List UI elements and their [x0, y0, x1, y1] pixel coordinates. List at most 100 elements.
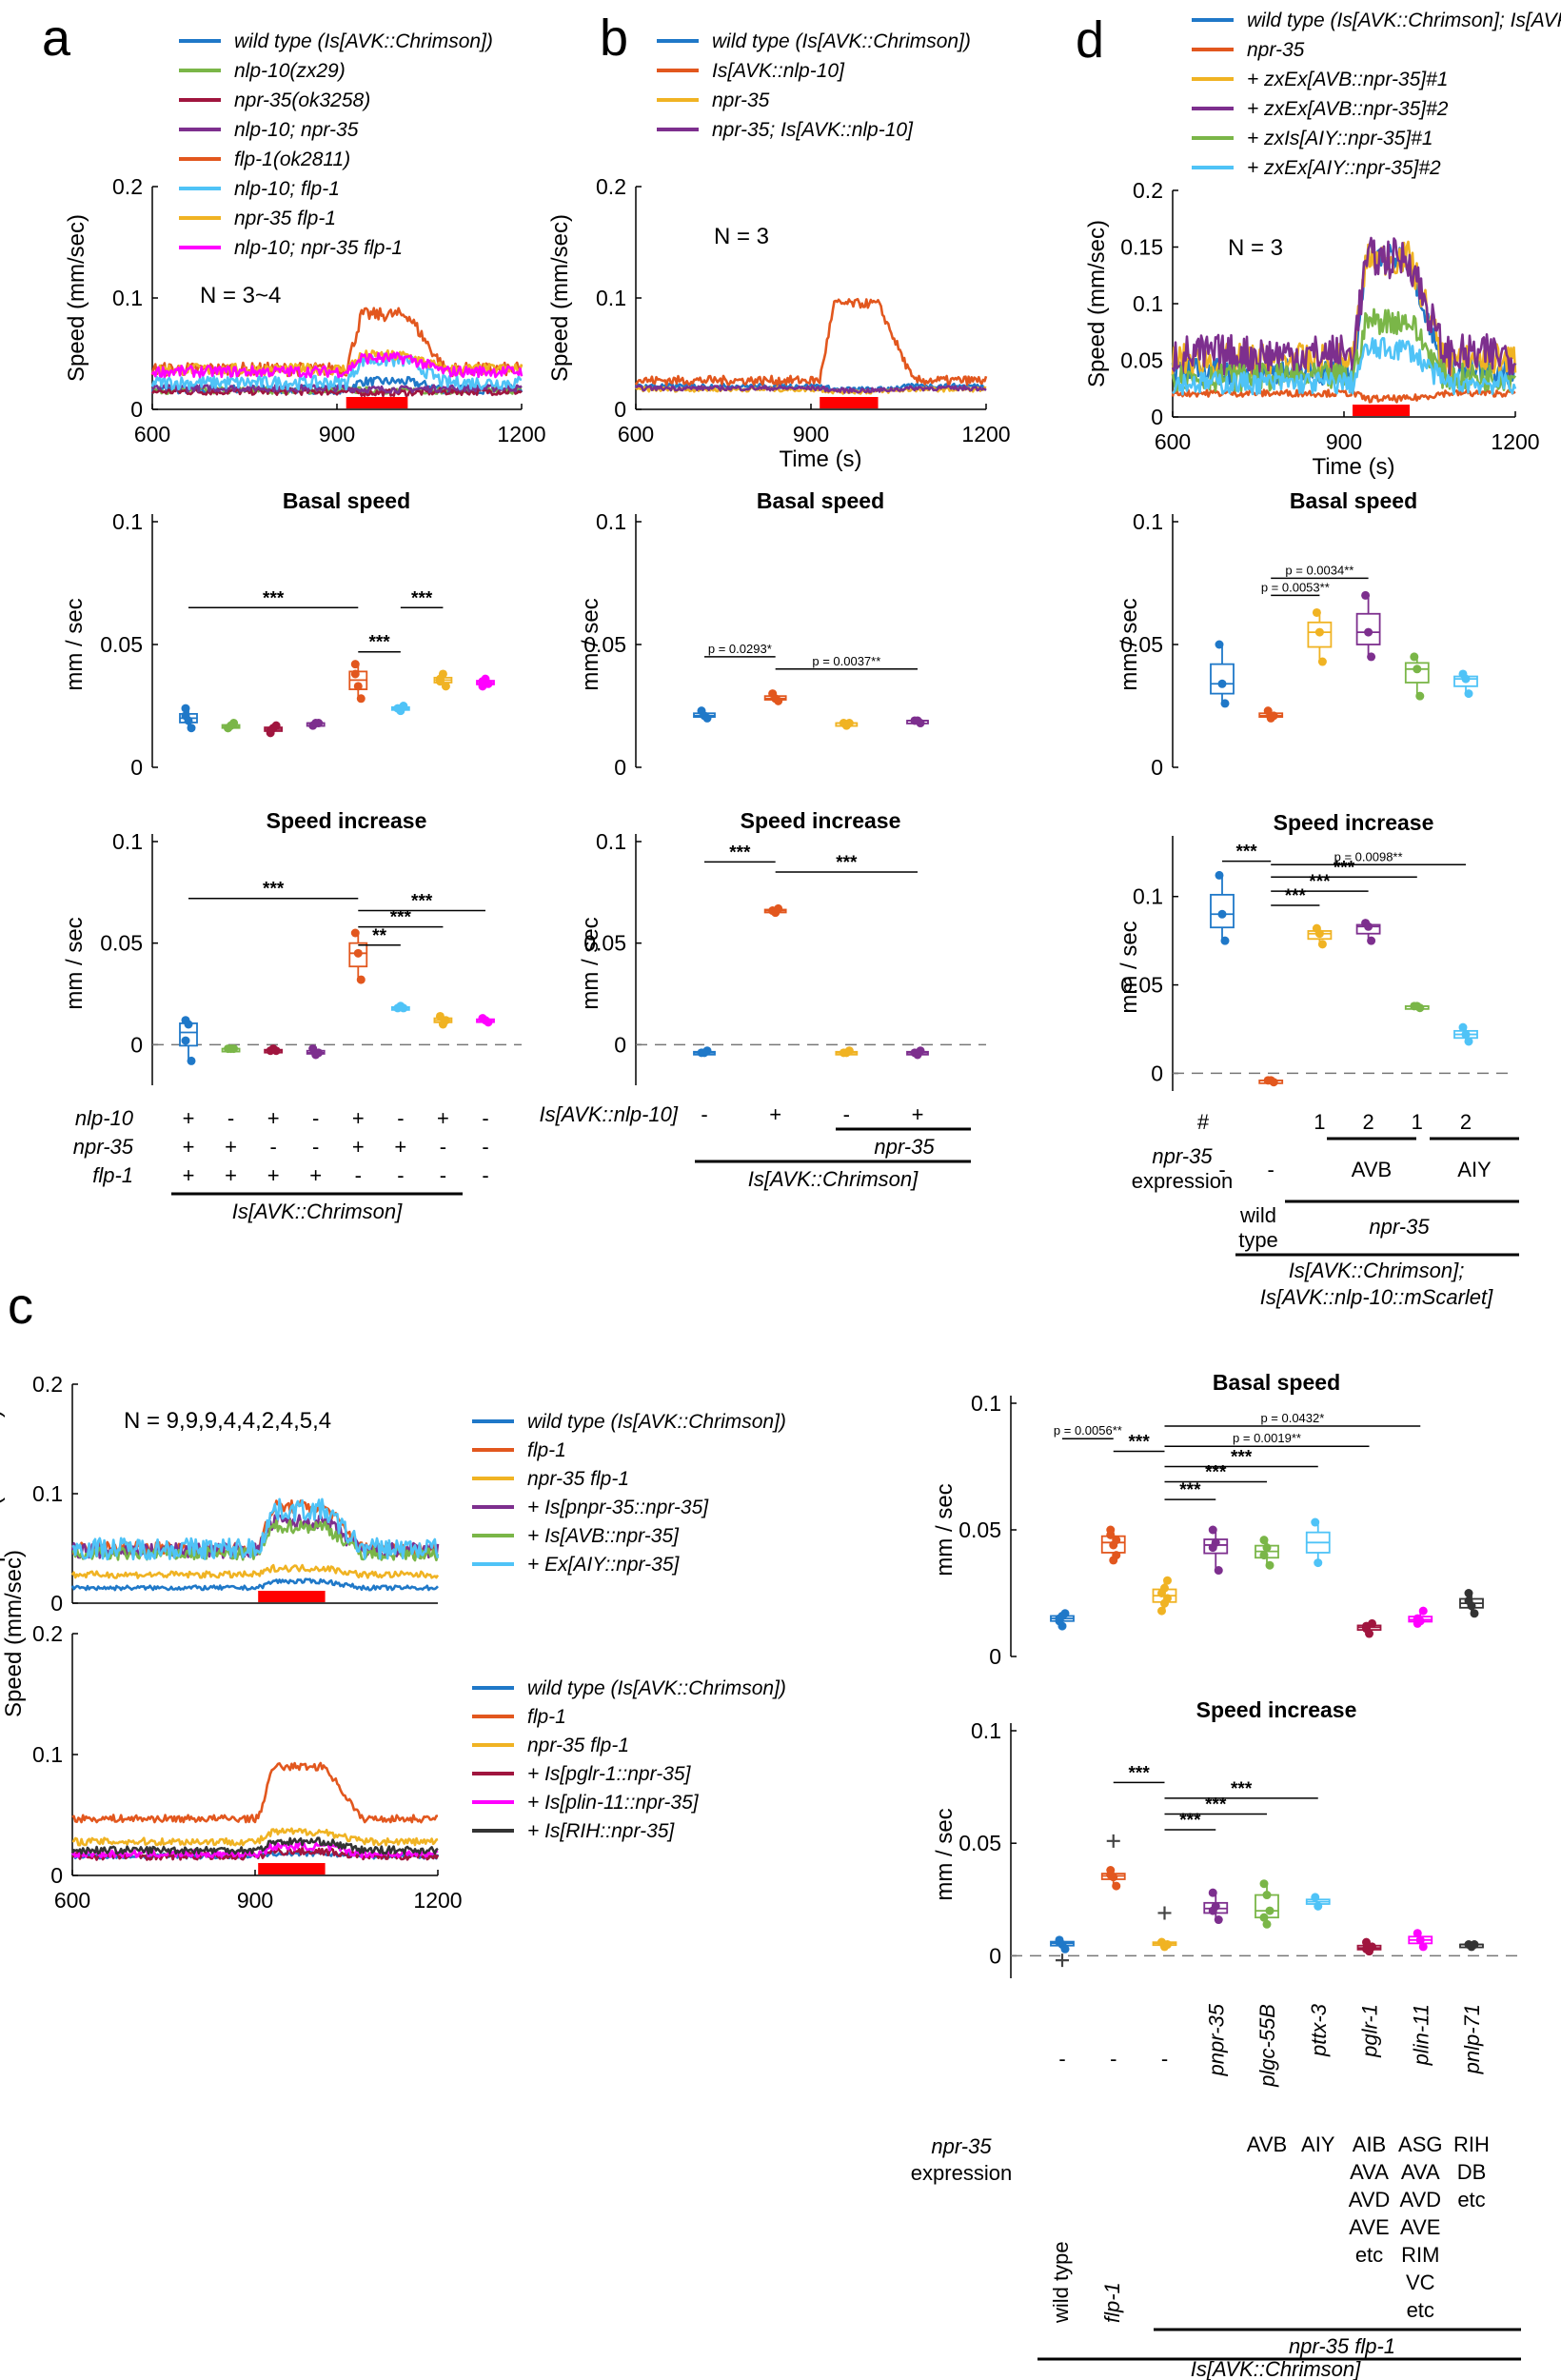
bottom-wild: wild	[1239, 1203, 1276, 1227]
y-tick-label: 0.1	[596, 286, 626, 310]
cell-label: etc	[1457, 2188, 1485, 2211]
data-point	[229, 719, 239, 728]
legend-label-1: npr-35	[1247, 39, 1305, 61]
x-tick-label: 900	[793, 422, 829, 446]
data-point	[1217, 679, 1227, 688]
data-point	[266, 725, 275, 735]
data-point	[353, 682, 363, 691]
x-axis-label: Time (s)	[1312, 454, 1394, 480]
cell-label: AVD	[1349, 2188, 1391, 2211]
sig-label-3: ***	[1309, 872, 1331, 892]
cell-label: AVB	[1247, 2132, 1287, 2156]
sig-label-0: ***	[263, 588, 285, 608]
sig-label-1: **	[372, 926, 386, 946]
c-basal-plot: 0 0.05 0.1 mm / sec Basal speed p = 0.0056** *…	[932, 1370, 1484, 1669]
genotype-value: +	[183, 1106, 195, 1130]
a-trace-plot: 0 0.1 0.2 600 900 1200 Speed (mm/sec) N = 3~4 wi…	[64, 30, 546, 446]
legend-label-5: + Is[RIH::npr-35]	[527, 1820, 675, 1842]
n-annotation: N = 3~4	[200, 283, 281, 308]
series-line-2	[71, 1827, 439, 1847]
data-point	[314, 719, 324, 728]
data-point	[399, 702, 408, 710]
data-point	[271, 1046, 281, 1056]
data-point	[1263, 706, 1273, 716]
data-point	[353, 948, 363, 958]
data-point	[1106, 1870, 1116, 1879]
data-point	[1418, 1606, 1428, 1616]
y-tick-label: 0.1	[971, 1391, 1001, 1416]
data-point	[181, 704, 190, 713]
x-tick-label: 900	[319, 422, 355, 446]
data-point	[1259, 1536, 1269, 1545]
data-point	[229, 1044, 239, 1054]
data-point	[441, 1016, 450, 1025]
sig-label-3: ***	[411, 892, 433, 912]
expr-value: -	[1268, 1158, 1274, 1181]
data-point	[1364, 627, 1373, 637]
x-axis-label: Time (s)	[779, 446, 861, 472]
data-point	[1312, 607, 1321, 617]
sig-label-0: p = 0.0034**	[1285, 563, 1354, 577]
genotype-value: +	[437, 1106, 449, 1130]
stimulus-bar	[346, 397, 408, 408]
y-tick-label: 0.1	[32, 1481, 63, 1506]
x-tick-label: 1200	[961, 422, 1010, 446]
sig-label-0: ***	[729, 843, 751, 863]
data-point	[1208, 1906, 1217, 1915]
d-trace-plot: 0 0.05 0.1 0.15 0.2 600 900 1200 Speed (mm/sec) T…	[1084, 10, 1561, 480]
y-axis-label: Speed (mm/sec)	[547, 214, 573, 382]
genotype-row-label-1: npr-35	[73, 1135, 134, 1159]
plot-title: Basal speed	[1290, 488, 1417, 513]
data-point	[1220, 699, 1230, 708]
legend-label-4: flp-1(ok2811)	[234, 149, 350, 170]
genotype-value: +	[352, 1106, 365, 1130]
y-tick-label: 0	[1151, 1061, 1163, 1085]
sig-label-2: p = 0.0432*	[1260, 1411, 1324, 1425]
sig-label-2: ***	[411, 588, 433, 608]
genotype-value: -	[269, 1135, 276, 1159]
data-point	[1262, 1543, 1272, 1553]
y-tick-label: 0.05	[1120, 348, 1163, 373]
data-point	[350, 660, 360, 669]
data-point	[1461, 674, 1471, 684]
genotype-value: -	[843, 1102, 850, 1126]
data-point	[350, 928, 360, 938]
data-point	[478, 677, 487, 686]
series-line-5	[150, 352, 523, 391]
npr35-label: npr-35	[874, 1135, 935, 1159]
legend-label-7: nlp-10; npr-35 flp-1	[234, 237, 403, 259]
promoter-dash: -	[1161, 2047, 1168, 2071]
expression-label-2: expression	[1132, 1169, 1233, 1193]
data-point	[1109, 1556, 1118, 1565]
data-point	[1217, 909, 1227, 919]
background-label: Is[AVK::Chrimson]	[232, 1200, 403, 1223]
sig-label-3: p = 0.0019**	[1233, 1431, 1301, 1445]
data-point	[1317, 940, 1327, 949]
y-tick-label: 0.1	[596, 509, 626, 534]
bottom-type: type	[1238, 1228, 1278, 1252]
data-point	[1060, 1944, 1070, 1954]
stimulus-bar	[258, 1863, 326, 1874]
genotype-value: -	[397, 1163, 404, 1187]
legend-label-5: + Ex[AIY::npr-35]	[527, 1554, 681, 1576]
legend-label-0: wild type (Is[AVK::Chrimson])	[234, 30, 493, 52]
bottom-npr35-flp1: npr-35 flp-1	[1289, 2334, 1395, 2358]
plot-title: Speed increase	[1274, 810, 1434, 835]
series-line-5	[70, 1836, 439, 1855]
outlier-mark-2	[1157, 1906, 1172, 1920]
x-tick-label: 1200	[413, 1888, 462, 1913]
cell-label: AVE	[1349, 2215, 1389, 2239]
y-axis-label: mm / sec	[932, 1483, 958, 1576]
data-point	[1214, 1566, 1223, 1576]
y-axis-label: mm / sec	[1116, 598, 1142, 690]
genotype-row-label-2: flp-1	[92, 1163, 133, 1187]
y-tick-label: 0.1	[1133, 509, 1163, 534]
y-tick-label: 0.1	[112, 829, 143, 854]
genotype-value: +	[225, 1163, 237, 1187]
y-tick-label: 0.05	[583, 931, 626, 956]
sig-label-1: ***	[368, 633, 390, 653]
